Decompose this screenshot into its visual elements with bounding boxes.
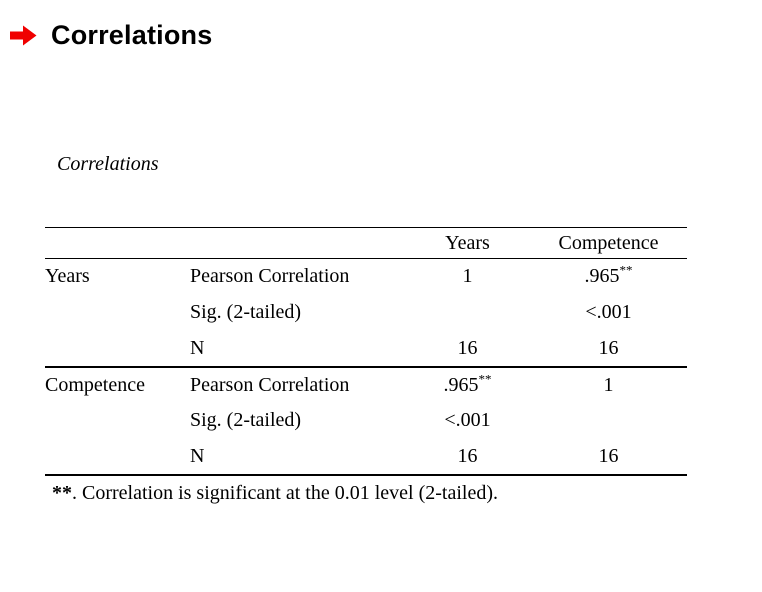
row-stat-label: Sig. (2-tailed) <box>190 409 302 431</box>
table-row-years-n: N 16 16 <box>45 331 687 367</box>
cell-competence: .965** <box>530 259 687 295</box>
table-row-competence-n: N 16 16 <box>45 439 687 475</box>
table-title: Correlations <box>57 153 159 175</box>
cell-competence: <.001 <box>530 295 687 331</box>
header-cell-years: Years <box>445 231 490 254</box>
cell-years: <.001 <box>405 403 530 439</box>
cell-value: <.001 <box>444 409 491 431</box>
output-heading-title: Correlations <box>51 20 213 50</box>
row-group-label <box>45 295 190 331</box>
cell-value: 16 <box>457 336 478 359</box>
cell-value: .965 <box>584 265 620 288</box>
row-stat-label: Pearson Correlation <box>190 373 350 396</box>
correlations-table: Years Competence Years Pearson Correlati… <box>45 227 687 476</box>
cell-superscript: ** <box>619 262 633 278</box>
row-group-label: Competence <box>45 373 145 396</box>
cell-value: 16 <box>598 336 619 359</box>
row-stat-label: N <box>190 444 205 467</box>
row-group-label <box>45 403 190 439</box>
cell-years: 1 <box>405 259 530 295</box>
table-header-row: Years Competence <box>45 228 687 259</box>
cell-years: 16 <box>405 331 530 367</box>
table-row-competence-pearson: Competence Pearson Correlation .965** 1 <box>45 367 687 403</box>
table-footnote: **. Correlation is significant at the 0.… <box>52 482 498 505</box>
cell-years <box>405 295 530 331</box>
row-group-label <box>45 439 190 475</box>
cell-competence: 16 <box>530 439 687 475</box>
table-row-years-sig: Sig. (2-tailed) <.001 <box>45 295 687 331</box>
row-group-label <box>45 331 190 367</box>
red-arrow-icon <box>10 25 37 46</box>
cell-value: 16 <box>457 444 478 467</box>
cell-competence: 1 <box>530 367 687 403</box>
cell-value: 1 <box>603 373 614 396</box>
row-stat-label: N <box>190 336 205 359</box>
row-stat-label: Sig. (2-tailed) <box>190 301 302 323</box>
cell-competence <box>530 403 687 439</box>
cell-years: .965** <box>405 367 530 403</box>
table-row-years-pearson: Years Pearson Correlation 1 .965** <box>45 259 687 295</box>
cell-value: <.001 <box>585 301 632 323</box>
cell-years: 16 <box>405 439 530 475</box>
footnote-text: . Correlation is significant at the 0.01… <box>72 482 498 504</box>
header-cell-competence: Competence <box>558 231 659 254</box>
cell-value: 16 <box>598 444 619 467</box>
row-group-label: Years <box>45 265 90 288</box>
row-stat-label: Pearson Correlation <box>190 265 350 288</box>
table-row-competence-sig: Sig. (2-tailed) <.001 <box>45 403 687 439</box>
cell-value: .965 <box>443 373 479 396</box>
cell-value: 1 <box>462 265 473 288</box>
header-cell-empty-stat <box>190 228 405 259</box>
cell-superscript: ** <box>478 370 492 386</box>
output-heading-row: Correlations <box>10 20 212 51</box>
footnote-marker: ** <box>52 482 72 504</box>
header-cell-empty-group <box>45 228 190 259</box>
cell-competence: 16 <box>530 331 687 367</box>
